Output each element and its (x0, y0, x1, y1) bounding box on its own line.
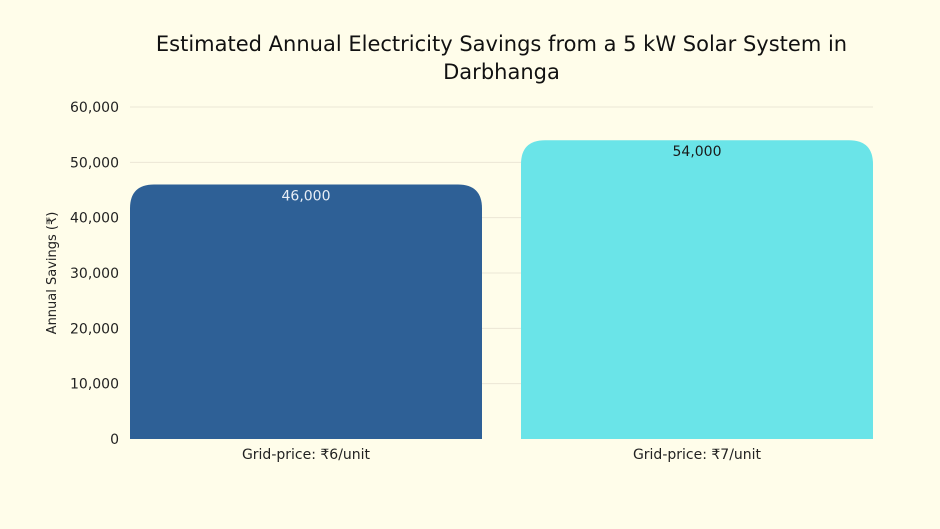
data-label: 46,000 (282, 188, 331, 204)
y-tick-label: 10,000 (70, 377, 119, 393)
y-tick-label: 20,000 (70, 321, 119, 337)
bar (130, 184, 482, 439)
chart-title: Estimated Annual Electricity Savings fro… (155, 32, 848, 84)
x-tick-label: Grid-price: ₹6/unit (242, 447, 371, 463)
bar (521, 140, 873, 439)
y-tick-label: 30,000 (70, 266, 119, 282)
data-label: 54,000 (673, 144, 722, 160)
y-tick-label: 40,000 (70, 211, 119, 227)
y-tick-label: 0 (110, 432, 119, 448)
y-axis-label: Annual Savings (₹) (45, 212, 60, 335)
y-tick-label: 60,000 (70, 100, 119, 116)
y-tick-label: 50,000 (70, 155, 119, 171)
x-tick-label: Grid-price: ₹7/unit (633, 447, 762, 463)
